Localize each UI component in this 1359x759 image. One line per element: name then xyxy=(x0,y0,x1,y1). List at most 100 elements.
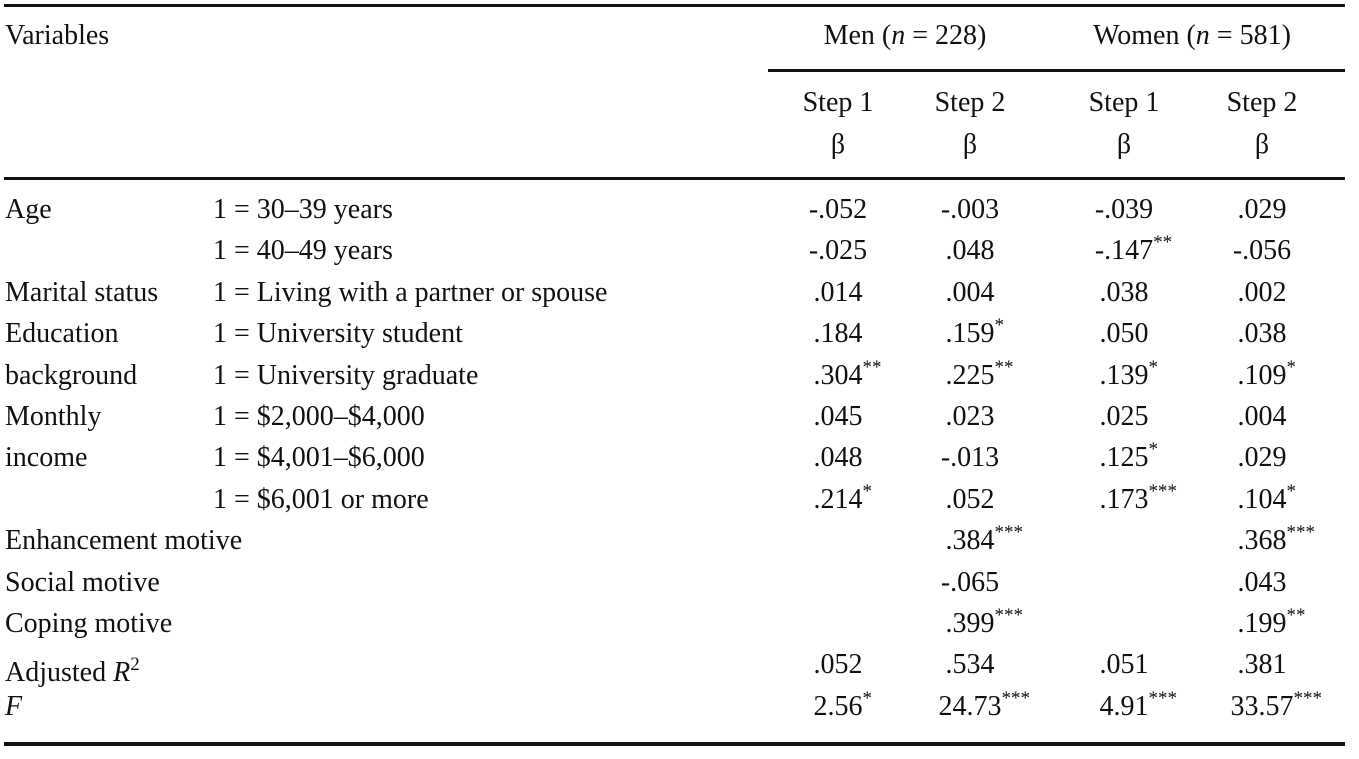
significance: * xyxy=(1148,439,1159,461)
cell-value: .004 xyxy=(1237,401,1287,432)
cell-value: 33.57 *** xyxy=(1231,688,1323,723)
cell-value: .048 xyxy=(945,235,995,267)
row-level: 1 = University graduate xyxy=(213,359,479,391)
cell-value: .002 xyxy=(1237,276,1287,308)
row-variable: Enhancement motive xyxy=(5,525,243,557)
step-text: Step 1 xyxy=(802,87,874,118)
cell-value: .052 xyxy=(945,483,995,515)
text-part: n xyxy=(1195,20,1210,51)
header-variables: Variables xyxy=(5,20,110,51)
row-level: 1 = $6,001 or more xyxy=(213,483,429,515)
cell-value: -.039 xyxy=(1094,194,1154,225)
cell-value: -.003 xyxy=(940,194,1000,225)
text-part: = 581) xyxy=(1209,20,1291,51)
bottom-rule xyxy=(4,742,1345,746)
significance: *** xyxy=(1148,480,1178,502)
cell-value: .052 xyxy=(813,649,863,681)
row-variable: Monthly xyxy=(5,401,102,432)
row-level: 1 = 40–49 years xyxy=(213,235,393,267)
significance: * xyxy=(994,315,1005,337)
significance: * xyxy=(1286,480,1297,502)
step-text: Step 1 xyxy=(1088,87,1160,118)
cell-value: -.052 xyxy=(808,194,868,225)
cell-value: 2.56 * xyxy=(814,688,873,723)
cell-value: .159 * xyxy=(946,315,1005,350)
significance: ** xyxy=(1286,605,1306,626)
cell-value: .199 ** xyxy=(1238,605,1306,640)
cell-value: .023 xyxy=(945,401,995,432)
text-part: 2 xyxy=(130,654,140,676)
row-variable: Adjusted R2 xyxy=(5,649,140,689)
significance: *** xyxy=(994,605,1024,626)
cell-value: .048 xyxy=(813,442,863,474)
stat-text: β xyxy=(1254,129,1270,160)
text-part: = 228) xyxy=(905,20,987,51)
cell-value: -.025 xyxy=(808,235,868,267)
cell-value: .214 * xyxy=(814,481,873,516)
row-level: 1 = 30–39 years xyxy=(213,194,393,225)
row-variable: Marital status xyxy=(5,276,159,308)
cell-value: .139 * xyxy=(1100,357,1159,392)
cell-value: .104 * xyxy=(1238,481,1297,516)
cell-value: .029 xyxy=(1237,442,1287,474)
row-variable: Age xyxy=(5,194,52,225)
cell-value: -.056 xyxy=(1232,235,1292,267)
cell-value: .043 xyxy=(1237,566,1287,598)
text-part: n xyxy=(891,20,906,51)
text-part: Adjusted xyxy=(5,657,114,689)
cell-value: .304 ** xyxy=(814,357,882,392)
cell-value: .038 xyxy=(1099,276,1149,308)
significance: * xyxy=(862,687,873,709)
significance: ** xyxy=(1153,232,1173,254)
significance: *** xyxy=(1293,687,1323,709)
step-text: Step 2 xyxy=(934,87,1006,118)
cell-value: .534 xyxy=(945,649,995,681)
row-variable: background xyxy=(5,359,138,391)
cell-value: .384 *** xyxy=(946,522,1024,557)
significance: *** xyxy=(1148,687,1178,709)
cell-value: .004 xyxy=(945,276,995,308)
cell-value: .014 xyxy=(813,276,863,308)
cell-value: .173 *** xyxy=(1100,481,1178,516)
cell-value: .029 xyxy=(1237,194,1287,225)
row-variable: income xyxy=(5,442,88,474)
text-part: F xyxy=(5,690,23,722)
stat-text: β xyxy=(830,129,846,160)
group-rule xyxy=(768,69,1345,72)
row-variable: F xyxy=(5,691,22,723)
significance: *** xyxy=(1286,522,1316,544)
cell-value: .050 xyxy=(1099,318,1149,350)
significance: * xyxy=(862,480,873,502)
group-header-text: Men (n = 228) xyxy=(824,20,987,52)
cell-value: .225 ** xyxy=(946,357,1014,392)
top-rule xyxy=(4,4,1345,7)
cell-value: .045 xyxy=(813,401,863,432)
row-variable: Education xyxy=(5,318,119,350)
cell-value: .109 * xyxy=(1238,357,1297,392)
cell-value: .399 *** xyxy=(946,605,1024,640)
cell-value: 24.73 *** xyxy=(939,688,1031,723)
significance: ** xyxy=(862,356,882,378)
row-variable: Coping motive xyxy=(5,608,173,639)
row-level: 1 = $4,001–$6,000 xyxy=(213,442,425,474)
row-level: 1 = Living with a partner or spouse xyxy=(213,276,608,308)
text-part: Women ( xyxy=(1093,20,1196,51)
group-header-text: Women (n = 581) xyxy=(1093,20,1291,52)
significance: * xyxy=(1148,356,1159,378)
cell-value: -.147 ** xyxy=(1095,232,1172,267)
significance: ** xyxy=(994,356,1014,378)
cell-value: .184 xyxy=(813,318,863,350)
significance: *** xyxy=(1001,687,1031,709)
row-variable: Social motive xyxy=(5,566,160,598)
header-rule xyxy=(4,177,1345,180)
step-text: Step 2 xyxy=(1226,87,1298,118)
cell-value: .125 * xyxy=(1100,439,1159,474)
stat-text: β xyxy=(1116,129,1132,160)
significance: * xyxy=(1286,356,1297,378)
cell-value: -.065 xyxy=(940,566,1000,598)
cell-value: .025 xyxy=(1099,401,1149,432)
cell-value: -.013 xyxy=(940,442,1000,474)
row-level: 1 = University student xyxy=(213,318,463,350)
row-level: 1 = $2,000–$4,000 xyxy=(213,401,425,432)
